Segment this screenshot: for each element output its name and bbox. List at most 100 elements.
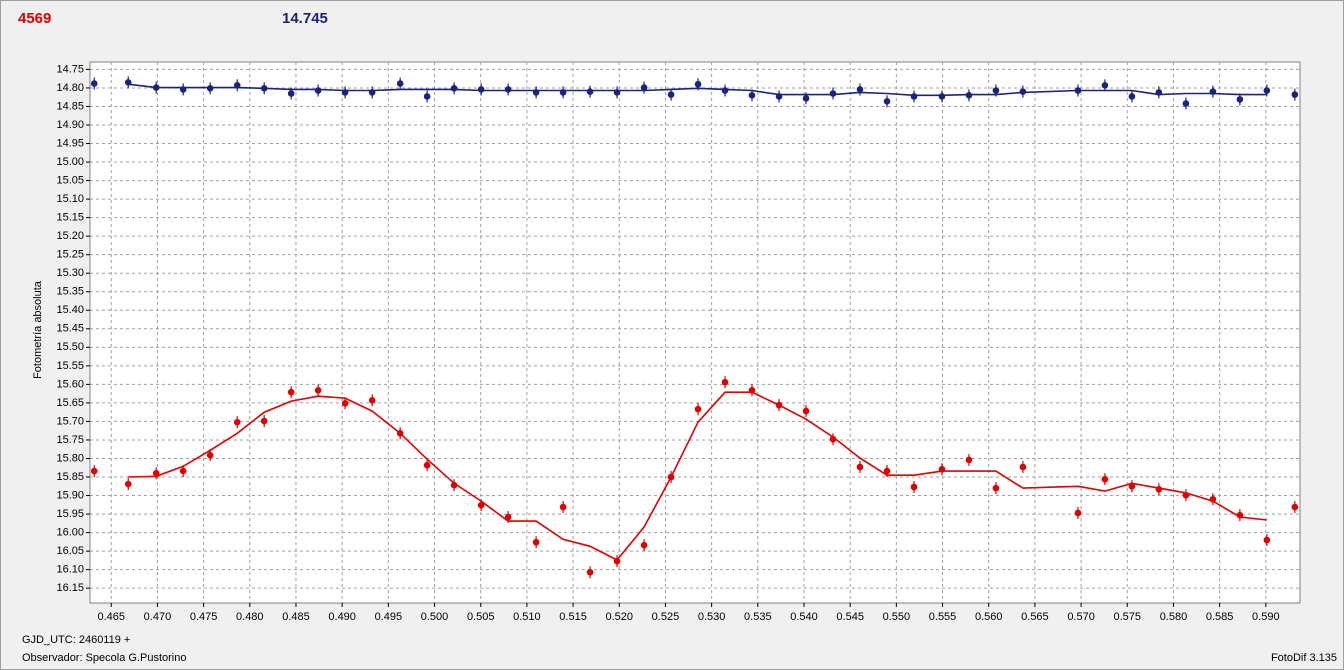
data-point [1074, 509, 1082, 517]
x-tick-label: 0.475 [190, 611, 218, 623]
data-point [1263, 87, 1271, 94]
observer-footer: Observador: Specola G.Pustorino [22, 652, 186, 664]
y-tick-label: 15.15 [56, 212, 84, 224]
y-tick-label: 15.55 [56, 360, 84, 372]
data-point [883, 467, 891, 475]
data-point [1019, 463, 1027, 471]
x-tick-label: 0.480 [236, 611, 264, 623]
x-tick-label: 0.530 [698, 611, 726, 623]
plot-area [89, 61, 1301, 604]
data-point [368, 397, 376, 404]
data-point [829, 90, 837, 97]
data-point [721, 378, 729, 386]
x-tick-label: 0.470 [144, 611, 172, 623]
y-tick-label: 15.95 [56, 508, 84, 520]
y-tick-label: 16.15 [56, 582, 84, 594]
data-point [423, 461, 431, 469]
x-tick-label: 0.465 [97, 611, 125, 623]
data-point [1128, 93, 1136, 100]
star-id: 4569 [18, 10, 51, 27]
date-footer: GJD_UTC: 2460119 + [22, 634, 130, 646]
data-point [396, 80, 404, 87]
x-tick-label: 0.510 [513, 611, 541, 623]
data-point [1236, 96, 1244, 103]
data-point [586, 88, 594, 95]
x-tick-label: 0.535 [744, 611, 772, 623]
data-point [694, 80, 702, 88]
data-point [640, 84, 648, 91]
data-point [856, 463, 864, 471]
y-tick-label: 16.05 [56, 545, 84, 557]
y-tick-label: 15.45 [56, 323, 84, 335]
y-tick-label: 15.50 [56, 341, 84, 353]
y-tick-label: 14.75 [56, 63, 84, 75]
data-point [667, 91, 675, 98]
x-tick-label: 0.545 [836, 611, 864, 623]
data-point [802, 95, 810, 102]
data-point [179, 467, 187, 475]
x-tick-label: 0.525 [652, 611, 680, 623]
data-point [992, 484, 1000, 492]
data-point [1128, 482, 1136, 490]
y-tick-label: 15.35 [56, 286, 84, 298]
x-tick-label: 0.570 [1067, 611, 1095, 623]
x-tick-label: 0.495 [375, 611, 403, 623]
data-point [450, 85, 458, 92]
x-tick-label: 0.585 [1206, 611, 1234, 623]
x-tick-label: 0.520 [605, 611, 633, 623]
data-point [910, 483, 918, 491]
data-point [883, 97, 891, 105]
trend-line [128, 391, 1267, 562]
data-point [856, 86, 864, 93]
data-point [1101, 82, 1109, 89]
y-tick-label: 15.65 [56, 397, 84, 409]
x-tick-label: 0.555 [929, 611, 957, 623]
data-point [260, 417, 268, 425]
y-tick-label: 16.10 [56, 564, 84, 576]
y-tick-label: 15.60 [56, 378, 84, 390]
y-tick-label: 15.85 [56, 471, 84, 483]
data-point [423, 93, 431, 100]
data-point [504, 513, 512, 521]
y-axis-label: Fotometría absoluta [32, 280, 44, 379]
x-tick-label: 0.490 [328, 611, 356, 623]
y-tick-label: 15.80 [56, 452, 84, 464]
data-point [1291, 91, 1299, 98]
data-point [504, 86, 512, 93]
version-footer: FotoDif 3.135 [1271, 652, 1337, 664]
data-point [721, 87, 729, 94]
data-point [124, 480, 132, 488]
y-tick-label: 15.70 [56, 415, 84, 427]
data-point [477, 86, 485, 93]
y-tick-label: 15.00 [56, 156, 84, 168]
x-tick-label: 0.575 [1114, 611, 1142, 623]
y-tick-label: 14.90 [56, 119, 84, 131]
y-tick-label: 14.80 [56, 82, 84, 94]
y-tick-label: 16.00 [56, 527, 84, 539]
data-point [1101, 475, 1109, 483]
trend-line [128, 83, 1267, 97]
data-point [90, 80, 98, 87]
data-point [559, 503, 567, 511]
x-tick-label: 0.515 [559, 611, 587, 623]
x-tick-label: 0.485 [282, 611, 310, 623]
data-point [1263, 536, 1271, 544]
data-point [314, 87, 322, 94]
data-point [477, 501, 485, 509]
data-point [1182, 100, 1190, 107]
data-point [287, 388, 295, 396]
x-tick-label: 0.505 [467, 611, 495, 623]
data-point [532, 538, 540, 546]
data-point [910, 93, 918, 100]
x-tick-label: 0.550 [883, 611, 911, 623]
data-point [694, 405, 702, 413]
data-point [287, 90, 295, 97]
x-tick-label: 0.565 [1021, 611, 1049, 623]
x-tick-label: 0.500 [421, 611, 449, 623]
y-tick-label: 14.85 [56, 100, 84, 112]
x-tick-label: 0.580 [1160, 611, 1188, 623]
x-tick-label: 0.540 [790, 611, 818, 623]
y-tick-label: 15.30 [56, 267, 84, 279]
y-tick-label: 15.75 [56, 434, 84, 446]
